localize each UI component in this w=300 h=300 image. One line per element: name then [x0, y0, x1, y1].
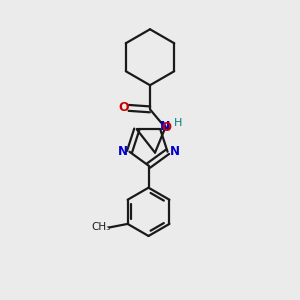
Text: O: O [161, 121, 171, 134]
Text: N: N [117, 145, 128, 158]
Text: O: O [118, 101, 129, 114]
Text: N: N [169, 145, 180, 158]
Text: H: H [173, 118, 182, 128]
Text: CH₃: CH₃ [92, 222, 111, 233]
Text: N: N [160, 120, 170, 133]
